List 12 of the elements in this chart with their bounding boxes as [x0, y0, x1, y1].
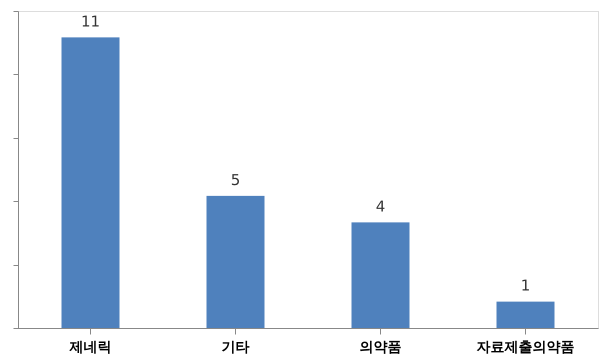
data-label: 11: [80, 12, 100, 30]
data-label: 4: [376, 197, 386, 216]
x-tick-label: 의약품: [360, 340, 402, 356]
data-label: 5: [230, 170, 240, 189]
x-tick-label: 제네릭: [68, 340, 112, 356]
bar: [352, 222, 410, 328]
x-tick-label: 자료제출의약품: [476, 340, 574, 356]
bar: [496, 302, 554, 328]
bar: [62, 37, 120, 328]
data-label: 1: [520, 276, 530, 295]
bar: [206, 196, 264, 328]
x-tick-label: 기타: [222, 340, 250, 356]
